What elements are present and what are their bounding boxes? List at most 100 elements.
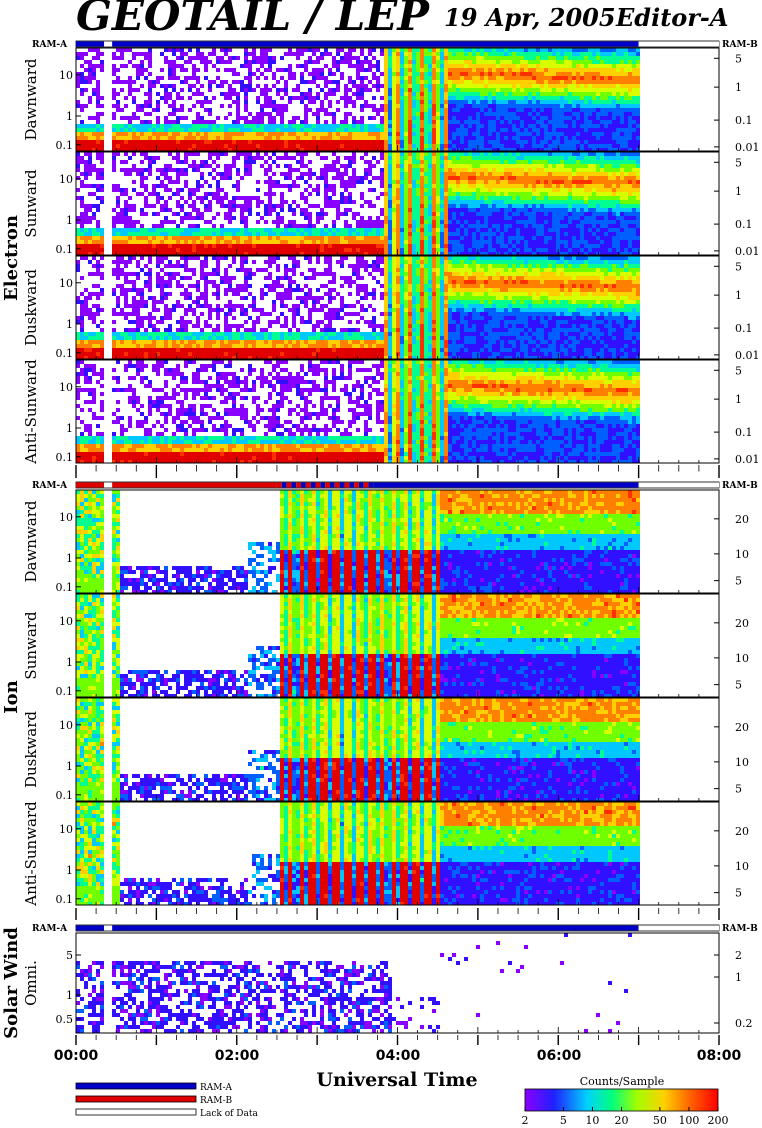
spectrogram-cell [448,72,452,76]
spectrogram-cell [480,228,484,232]
spectrogram-cell [404,84,408,88]
spectrogram-cell [352,212,356,216]
spectrogram-cell [404,76,408,80]
spectrogram-cell [232,216,236,220]
spectrogram-cell [396,208,400,212]
spectrogram-cell [212,152,216,156]
spectrogram-cell [580,92,584,96]
spectrogram-cell [496,128,500,132]
spectrogram-cell [148,168,152,172]
spectrogram-cell [196,232,200,236]
spectrogram-cell [548,96,552,100]
mode-label-left: RAM-A [32,40,68,50]
spectrogram-cell [588,120,592,124]
spectrogram-cell [368,172,372,176]
spectrogram-cell [280,172,284,176]
spectrogram-cell [400,56,404,60]
spectrogram-cell [424,168,428,172]
spectrogram-cell [440,184,444,188]
spectrogram-cell [236,244,240,248]
spectrogram-cell [248,152,252,156]
spectrogram-cell [432,164,436,168]
spectrogram-cell [120,228,124,232]
spectrogram-cell [340,184,344,188]
spectrogram-cell [228,112,232,116]
spectrogram-cell [228,228,232,232]
spectrogram-cell [528,108,532,112]
spectrogram-cell [368,48,372,52]
spectrogram-cell [480,192,484,196]
spectrogram-cell [180,144,184,148]
spectrogram-cell [324,52,328,56]
spectrogram-cell [300,236,304,240]
spectrogram-cell [336,200,340,204]
spectrogram-cell [600,144,604,148]
spectrogram-cell [188,148,192,151]
spectrogram-cell [568,144,572,148]
spectrogram-cell [344,196,348,200]
spectrogram-cell [228,88,232,92]
spectrogram-cell [440,216,444,220]
spectrogram-cell [272,144,276,148]
spectrogram-cell [388,112,392,116]
spectrogram-cell [268,188,272,192]
spectrogram-cell [408,60,412,64]
spectrogram-cell [180,56,184,60]
spectrogram-cell [604,144,608,148]
spectrogram-cell [472,120,476,124]
spectrogram-cell [328,248,332,252]
spectrogram-cell [588,60,592,64]
spectrogram-cell [632,136,636,140]
spectrogram-cell [88,116,92,120]
spectrogram-cell [468,208,472,212]
spectrogram-cell [500,112,504,116]
spectrogram-cell [196,144,200,148]
spectrogram-cell [440,164,444,168]
spectrogram-cell [220,224,224,228]
spectrogram-cell [368,240,372,244]
spectrogram-cell [528,56,532,60]
spectrogram-cell [444,120,448,124]
spectrogram-cell [160,76,164,80]
spectrogram-cell [392,88,396,92]
spectrogram-cell [484,164,488,168]
spectrogram-cell [396,68,400,72]
spectrogram-cell [264,136,268,140]
spectrogram-cell [352,236,356,240]
spectrogram-cell [572,140,576,144]
spectrogram-cell [532,76,536,80]
spectrogram-cell [352,132,356,136]
spectrogram-cell [200,240,204,244]
spectrogram-cell [572,84,576,88]
mode-segment [339,482,345,488]
spectrogram-cell [420,252,424,255]
spectrogram-cell [164,168,168,172]
spectrogram-cell [148,140,152,144]
spectrogram-cell [400,120,404,124]
spectrogram-cell [356,92,360,96]
spectrogram-cell [408,104,412,108]
spectrogram-cell [272,136,276,140]
spectrogram-cell [436,48,440,52]
spectrogram-cell [532,64,536,68]
spectrogram-cell [196,244,200,248]
spectrogram-cell [308,248,312,252]
spectrogram-cell [352,176,356,180]
spectrogram-cell [484,240,488,244]
spectrogram-cell [320,240,324,244]
spectrogram-cell [592,92,596,96]
spectrogram-cell [388,200,392,204]
spectrogram-cell [80,172,84,176]
spectrogram-cell [216,156,220,160]
spectrogram-cell [128,128,132,132]
spectrogram-cell [84,236,88,240]
spectrogram-cell [196,76,200,80]
spectrogram-cell [332,152,336,156]
spectrogram-cell [188,60,192,64]
spectrogram-cell [540,108,544,112]
spectrogram-cell [392,48,396,52]
spectrogram-cell [128,216,132,220]
spectrogram-cell [264,180,268,184]
spectrogram-cell [596,88,600,92]
spectrogram-cell [324,108,328,112]
